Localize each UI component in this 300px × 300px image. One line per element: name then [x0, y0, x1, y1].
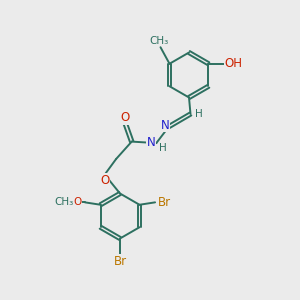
- Text: N: N: [146, 136, 155, 149]
- Text: O: O: [73, 197, 81, 207]
- Text: CH₃: CH₃: [149, 36, 169, 46]
- Text: N: N: [161, 118, 170, 132]
- Text: Br: Br: [113, 255, 127, 268]
- Text: H: H: [195, 109, 203, 119]
- Text: OH: OH: [224, 57, 242, 70]
- Text: Br: Br: [158, 196, 171, 209]
- Text: O: O: [121, 111, 130, 124]
- Text: H: H: [159, 143, 167, 154]
- Text: CH₃: CH₃: [54, 197, 74, 207]
- Text: O: O: [100, 173, 109, 187]
